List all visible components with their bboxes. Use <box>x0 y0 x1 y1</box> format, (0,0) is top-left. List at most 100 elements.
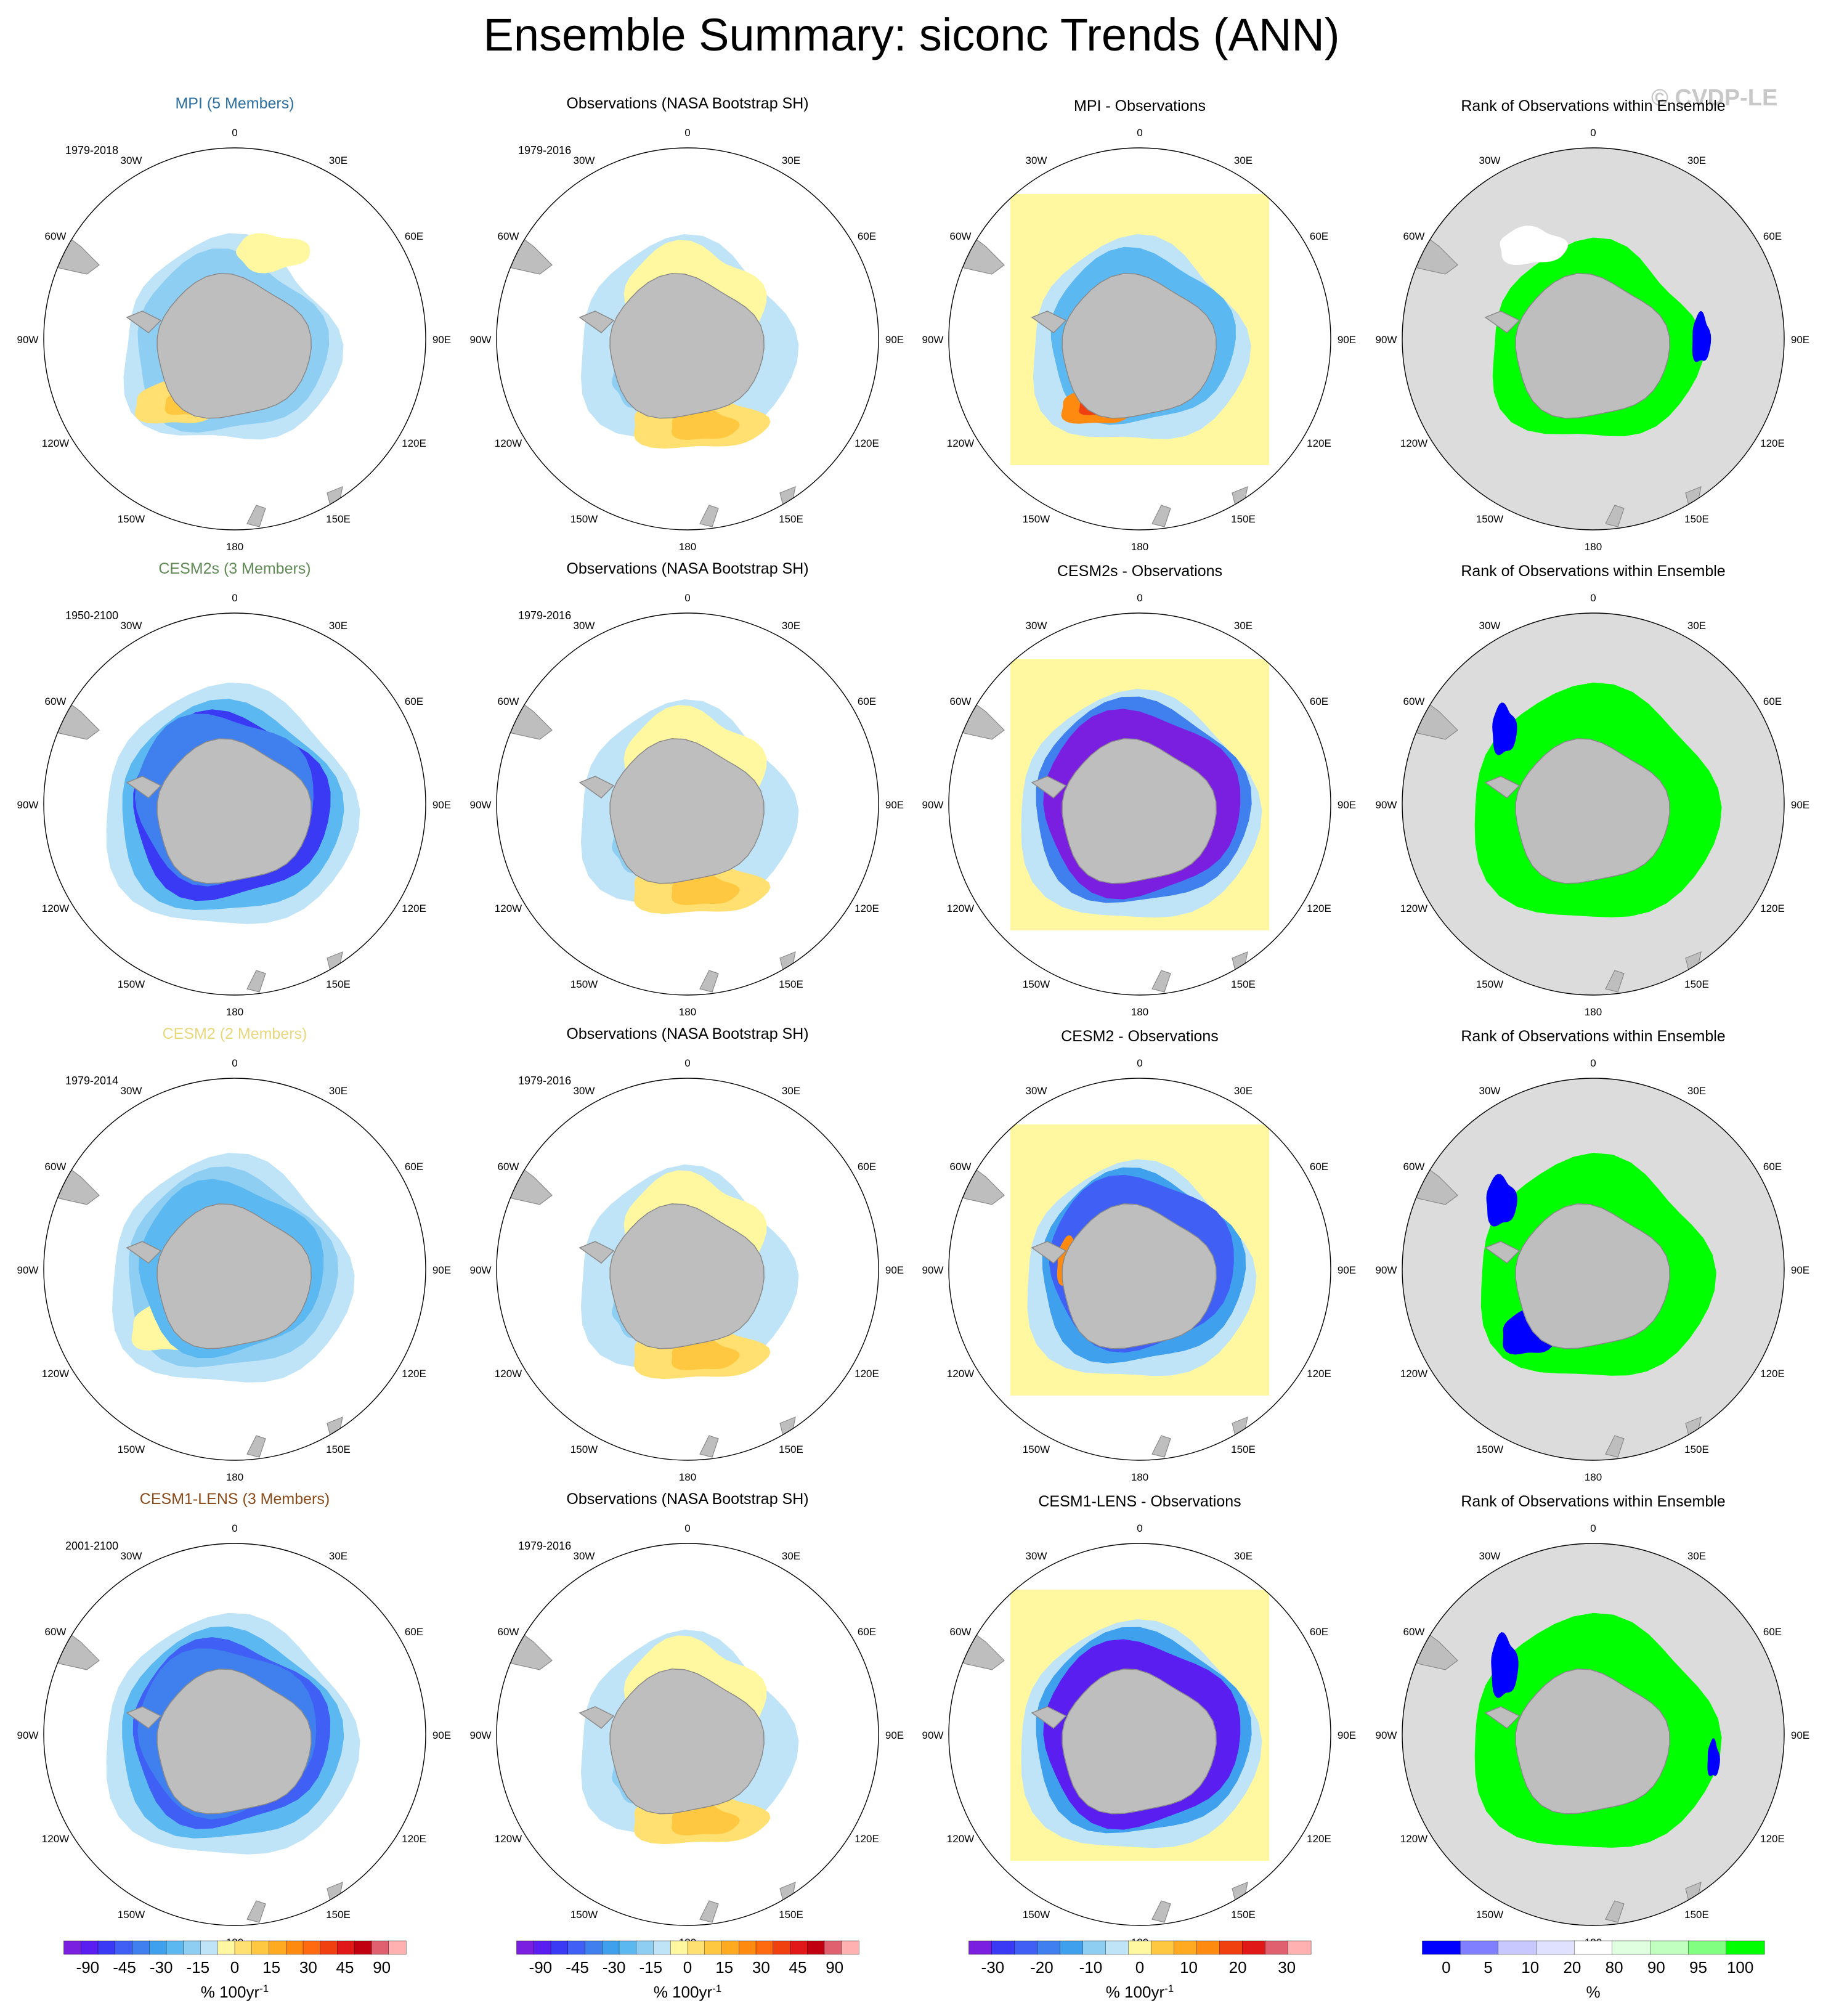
obs-title-0: Observations (NASA Bootstrap SH) <box>566 95 808 112</box>
rank-map-0-lon-label: 150E <box>1684 513 1709 525</box>
obs-map-0-lon-label: 150W <box>570 513 598 525</box>
diff-map-2-lon-label: 150E <box>1231 1444 1256 1455</box>
rank-map-0-lon-label: 120W <box>1400 437 1427 449</box>
rank-map-3-field-1 <box>1491 1632 1519 1698</box>
model-period-0: 1979-2018 <box>65 144 118 156</box>
colorbar-0-tick-label: 30 <box>299 1958 317 1977</box>
model-map-1-lon-label: 30E <box>329 620 347 632</box>
colorbar-2-swatch <box>991 1940 1015 1955</box>
diff-map-2-lon-label: 120W <box>947 1368 974 1380</box>
obs-map-3-map-boundary <box>496 1543 879 1926</box>
rank-map-1-lon-label: 0 <box>1590 592 1596 604</box>
obs-map-2-lon-label: 0 <box>684 1057 690 1069</box>
obs-map-2-lon-label: 60E <box>858 1161 876 1173</box>
colorbar-2-tick-label: -20 <box>1030 1958 1054 1977</box>
rank-map-1-lon-label: 30E <box>1687 620 1706 632</box>
colorbar-1-swatch <box>721 1940 740 1955</box>
diff-map-0-antarctica-land <box>1062 273 1217 419</box>
colorbar-3-tick-label: 0 <box>1442 1958 1450 1977</box>
colorbar-0-swatch <box>81 1940 99 1955</box>
model-map-3-lon-label: 0 <box>232 1522 237 1534</box>
colorbar-2-swatch <box>1174 1940 1198 1955</box>
diff-title-3: CESM1-LENS - Observations <box>1038 1493 1241 1510</box>
rank-map-2-new-zealand-land <box>1605 1435 1625 1458</box>
colorbar-2-swatch <box>1288 1940 1312 1955</box>
obs-map-1-lon-label: 120W <box>495 903 522 914</box>
model-map-1-lon-label: 150W <box>118 978 145 990</box>
diff-map-2-new-zealand-land <box>1151 1435 1171 1458</box>
colorbar-3-swatch <box>1687 1940 1727 1955</box>
colorbar-0-tick-label: 90 <box>373 1958 391 1977</box>
diff-map-0-lon-label: 150E <box>1231 513 1256 525</box>
obs-map-1-lon-label: 120E <box>855 903 879 914</box>
model-map-0-lon-label: 60W <box>45 230 67 242</box>
colorbar-3-tick-label: 90 <box>1647 1958 1665 1977</box>
colorbar-1-swatch <box>687 1940 705 1955</box>
rank-map-0-lon-label: 60W <box>1403 230 1425 242</box>
obs-period-1: 1979-2016 <box>518 609 571 622</box>
colorbar-3-swatch <box>1536 1940 1575 1955</box>
rank-map-3-lon-label: 120W <box>1400 1833 1427 1845</box>
obs-map-2-new-zealand-land <box>699 1435 719 1458</box>
model-map-3-lon-label: 150E <box>326 1909 351 1920</box>
model-map-0-peninsula-land <box>126 311 162 333</box>
diff-map-1-lon-label: 60W <box>950 696 972 707</box>
diff-map-2-map-boundary <box>948 1078 1331 1461</box>
rank-map-1-new-zealand-land <box>1605 970 1625 993</box>
diff-map-0-lon-label: 0 <box>1137 127 1142 139</box>
obs-map-1-lon-label: 90E <box>885 799 904 811</box>
model-map-1-lon-label: 90W <box>17 799 39 811</box>
colorbar-1-swatch <box>755 1940 774 1955</box>
rank-map-3-peninsula-land <box>1484 1706 1521 1729</box>
obs-map-3-lon-label: 150E <box>779 1909 803 1920</box>
diff-map-1-lon-label: 150W <box>1023 978 1050 990</box>
rank-map-0-peninsula-land <box>1484 311 1521 333</box>
diff-map-2-lon-label: 120E <box>1307 1368 1331 1380</box>
diff-map-0-lon-label: 90W <box>922 334 944 346</box>
model-map-0-lon-label: 120E <box>402 437 426 449</box>
rank-map-2-lon-label: 150W <box>1476 1444 1503 1455</box>
obs-map-3-lon-label: 120W <box>495 1833 522 1845</box>
colorbar-2-swatch <box>1265 1940 1289 1955</box>
obs-title-2: Observations (NASA Bootstrap SH) <box>566 1025 808 1043</box>
rank-map-0-lon-label: 0 <box>1590 127 1596 139</box>
obs-map-0-lon-label: 120E <box>855 437 879 449</box>
model-map-2-lon-label: 150E <box>326 1444 351 1455</box>
model-map-0-lon-label: 150E <box>326 513 351 525</box>
colorbar-1-swatch <box>739 1940 757 1955</box>
model-map-2-lon-label: 90W <box>17 1264 39 1276</box>
model-map-1-lon-label: 120W <box>42 903 69 914</box>
obs-map-0-map-boundary <box>496 147 879 530</box>
obs-map-1-lon-label: 150E <box>779 978 803 990</box>
colorbar-1-swatch <box>585 1940 603 1955</box>
obs-period-0: 1979-2016 <box>518 144 571 156</box>
model-map-3-new-zealand-land <box>246 1900 266 1923</box>
rank-map-2-peninsula-land <box>1484 1241 1521 1264</box>
obs-map-2-lon-label: 90W <box>470 1264 492 1276</box>
rank-map-1-lon-label: 60W <box>1403 696 1425 707</box>
rank-map-0: 0 30E 60E 90E 120E 150E 180 150W 120W 90W 60W 30W <box>1376 127 1810 553</box>
diff-map-2-antarctica-land <box>1062 1203 1217 1349</box>
rank-map-3-antarctica-land <box>1515 1668 1670 1815</box>
model-map-1-lon-label: 60W <box>45 696 67 707</box>
rank-map-1-antarctica-land <box>1515 738 1670 884</box>
colorbar-1-swatch <box>773 1940 791 1955</box>
obs-map-1-map-boundary <box>496 612 879 996</box>
diff-map-0-lon-label: 60W <box>950 230 972 242</box>
diff-map-1-new-zealand-land <box>1151 970 1171 993</box>
obs-map-1-new-zealand-land <box>699 970 719 993</box>
model-map-2-lon-label: 60W <box>45 1161 67 1173</box>
model-map-1-new-zealand-land <box>246 970 266 993</box>
colorbar-2-swatch <box>1151 1940 1175 1955</box>
rank-map-3-lon-label: 30W <box>1479 1550 1501 1562</box>
rank-map-1-peninsula-land <box>1484 776 1521 799</box>
diff-map-0-lon-label: 30E <box>1234 155 1253 166</box>
colorbar-3-swatch <box>1498 1940 1537 1955</box>
obs-map-3-new-zealand-land <box>699 1900 719 1923</box>
rank-title-3: Rank of Observations within Ensemble <box>1461 1493 1725 1510</box>
diff-title-0: MPI - Observations <box>1074 97 1206 115</box>
colorbar-2-tick-label: 0 <box>1135 1958 1144 1977</box>
rank-map-2-lon-label: 60W <box>1403 1161 1425 1173</box>
